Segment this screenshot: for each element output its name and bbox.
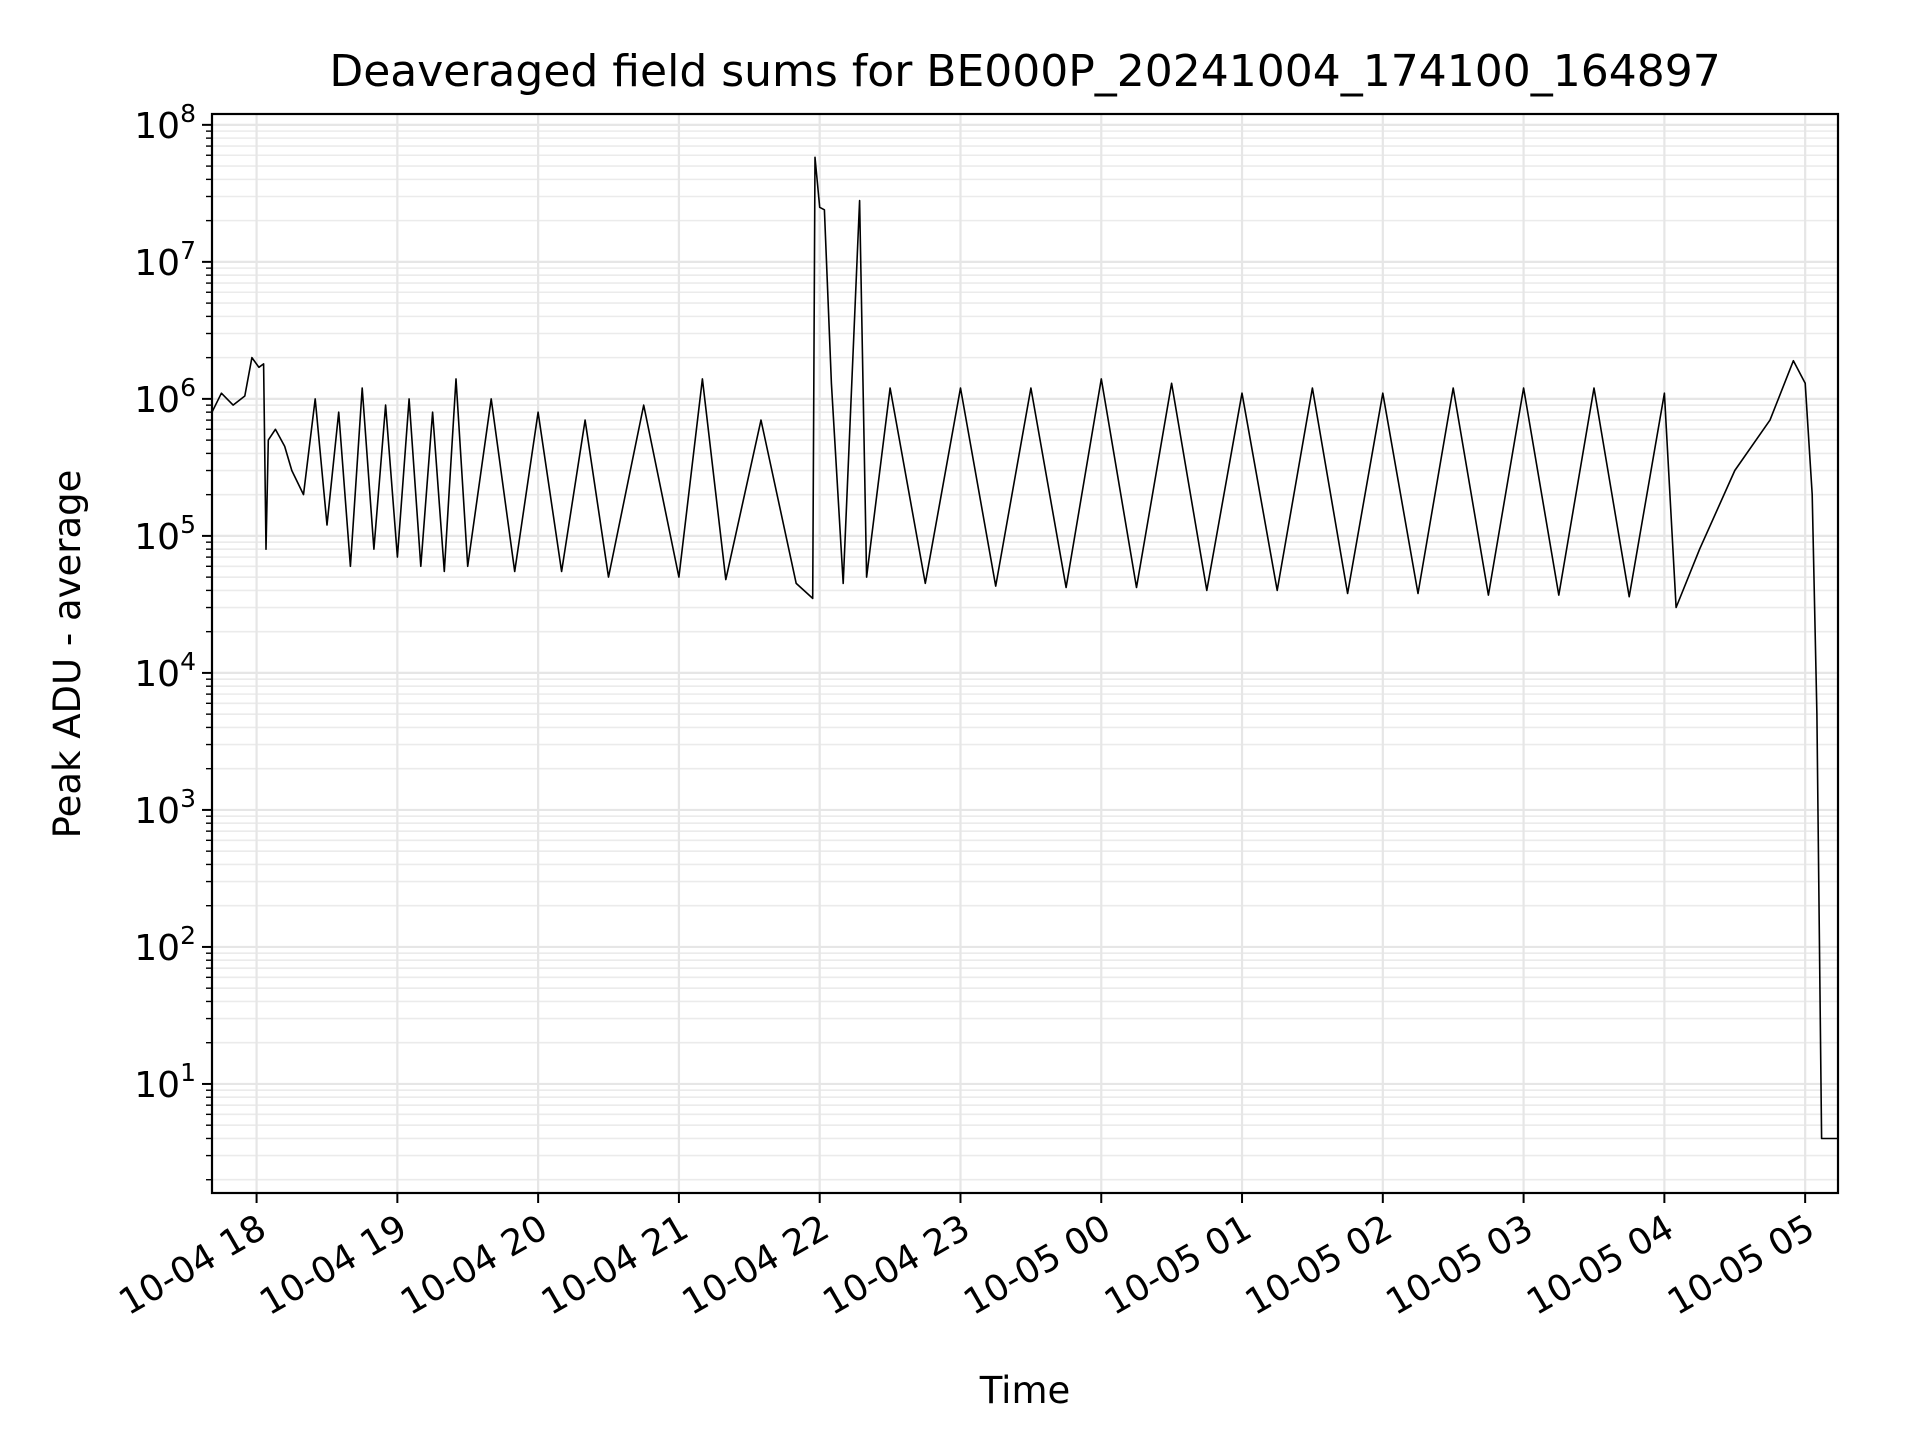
series-line <box>211 156 1838 1140</box>
major-grid <box>212 114 1838 1193</box>
y-tick-label: 101 <box>134 1058 196 1106</box>
y-tick-label: 103 <box>134 784 196 832</box>
y-tick-label: 104 <box>134 647 196 695</box>
y-tick-label: 107 <box>134 236 196 284</box>
plot-frame <box>210 112 1840 1195</box>
y-tick-label: 108 <box>134 99 196 147</box>
y-tick-label: 106 <box>134 373 196 421</box>
axis-ticks <box>202 123 1807 1203</box>
chart-title: Deaveraged field sums for BE000P_2024100… <box>329 46 1720 97</box>
y-axis-label: Peak ADU - average <box>46 470 89 839</box>
y-tick-label: 105 <box>134 510 196 558</box>
minor-grid <box>212 130 1838 1181</box>
x-axis-label: Time <box>979 1369 1071 1412</box>
y-tick-label: 102 <box>134 921 196 969</box>
series-layer <box>211 156 1838 1140</box>
